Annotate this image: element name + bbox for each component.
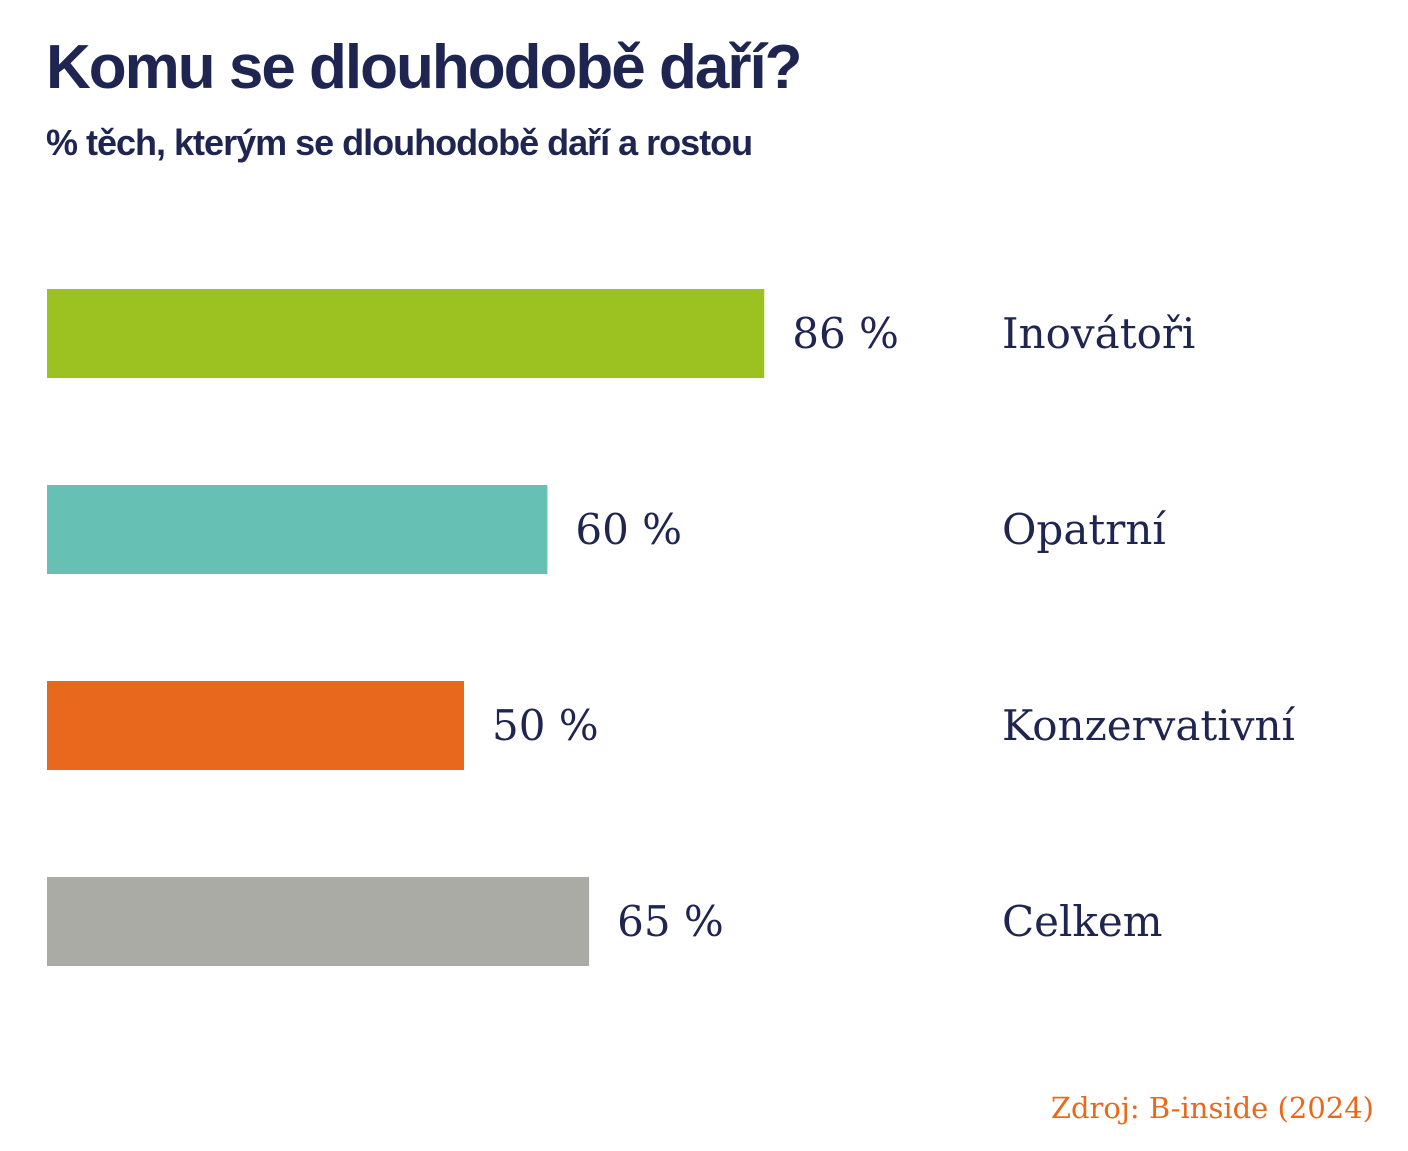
bar-celkem <box>47 877 590 966</box>
value-label-opatrni: 60 % <box>575 505 682 554</box>
value-label-konzervativni: 50 % <box>492 701 599 750</box>
bar-inovatori <box>47 289 765 378</box>
chart-title: Komu se dlouhodobě daří? <box>46 33 803 102</box>
bar-konzervativni <box>47 681 464 770</box>
value-label-celkem: 65 % <box>617 897 724 946</box>
value-label-inovatori: 86 % <box>792 309 899 358</box>
category-label-konzervativni: Konzervativní <box>1002 701 1296 750</box>
category-label-opatrni: Opatrní <box>1002 505 1166 554</box>
bar-opatrni <box>47 485 548 574</box>
source-note: Zdroj: B-inside (2024) <box>1050 1091 1374 1125</box>
chart-subtitle: % těch, kterým se dlouhodobě daří a rost… <box>46 122 753 163</box>
category-label-inovatori: Inovátoři <box>1002 309 1195 358</box>
category-label-celkem: Celkem <box>1002 897 1163 946</box>
